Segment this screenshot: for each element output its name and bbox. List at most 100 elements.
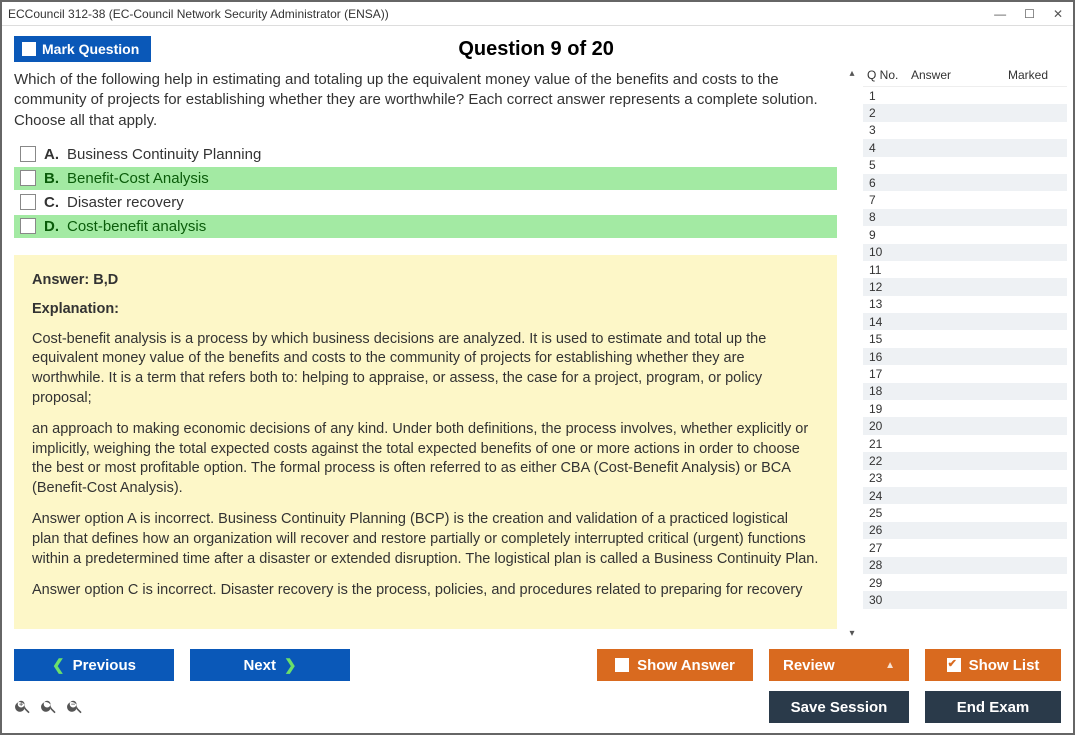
zoom-out-icon[interactable] — [66, 697, 84, 718]
question-list-row[interactable]: 25 — [863, 504, 1067, 521]
window-title: ECCouncil 312-38 (EC-Council Network Sec… — [8, 7, 389, 21]
app-window: ECCouncil 312-38 (EC-Council Network Sec… — [0, 0, 1075, 735]
question-text: Which of the following help in estimatin… — [14, 66, 837, 143]
option-checkbox-icon — [20, 146, 36, 162]
save-session-label: Save Session — [791, 699, 888, 716]
option-letter: C. — [44, 194, 59, 211]
option-row-c[interactable]: C. Disaster recovery — [14, 191, 837, 215]
dropdown-icon: ▲ — [885, 660, 895, 671]
explanation-paragraph: Answer option A is incorrect. Business C… — [32, 510, 819, 569]
show-answer-checkbox-icon — [615, 658, 629, 672]
question-list-row[interactable]: 19 — [863, 400, 1067, 417]
options-list: A.Business Continuity PlanningB.Benefit-… — [14, 143, 837, 239]
option-row-a[interactable]: A.Business Continuity Planning — [14, 143, 837, 167]
mark-question-button[interactable]: Mark Question — [14, 36, 151, 62]
option-letter: B. — [44, 170, 59, 187]
question-list-scroll[interactable]: 1234567891011121314151617181920212223242… — [863, 86, 1067, 641]
col-qno: Q No. — [867, 68, 911, 82]
next-button[interactable]: Next ❯ — [190, 649, 350, 681]
question-list-row[interactable]: 12 — [863, 278, 1067, 295]
scroll-down-icon[interactable]: ▾ — [849, 628, 854, 639]
question-number-title: Question 9 of 20 — [151, 38, 921, 61]
question-list-row[interactable]: 8 — [863, 209, 1067, 226]
col-marked: Marked — [989, 68, 1067, 82]
question-list-row[interactable]: 23 — [863, 470, 1067, 487]
content-column: Which of the following help in estimatin… — [14, 66, 843, 641]
question-list-row[interactable]: 5 — [863, 157, 1067, 174]
next-label: Next — [243, 657, 276, 674]
question-list-row[interactable]: 1 — [863, 87, 1067, 104]
explanation-body: Cost-benefit analysis is a process by wh… — [32, 330, 819, 601]
question-list-row[interactable]: 6 — [863, 174, 1067, 191]
question-list-row[interactable]: 26 — [863, 522, 1067, 539]
content-scrollbar-arrows: ▴ ▾ — [843, 66, 861, 641]
option-text: Disaster recovery — [67, 194, 184, 211]
option-row-d[interactable]: D. Cost-benefit analysis — [14, 215, 837, 239]
chevron-right-icon: ❯ — [284, 656, 297, 674]
maximize-icon[interactable]: ☐ — [1024, 7, 1035, 21]
review-button[interactable]: Review ▲ — [769, 649, 909, 681]
question-list-row[interactable]: 29 — [863, 574, 1067, 591]
question-list-header: Q No. Answer Marked — [863, 66, 1067, 86]
zoom-reset-icon[interactable] — [40, 697, 58, 718]
bottom-bar: ❮ Previous Next ❯ Show Answer Review ▲ S… — [2, 641, 1073, 733]
button-row-2: Save Session End Exam — [14, 691, 1061, 723]
end-exam-label: End Exam — [957, 699, 1030, 716]
zoom-in-icon[interactable] — [14, 697, 32, 718]
option-text: Business Continuity Planning — [67, 146, 261, 163]
header-row: Mark Question Question 9 of 20 — [2, 26, 1073, 66]
explanation-paragraph: Cost-benefit analysis is a process by wh… — [32, 330, 819, 408]
mark-label: Mark Question — [42, 41, 139, 57]
question-list-row[interactable]: 24 — [863, 487, 1067, 504]
question-list-row[interactable]: 27 — [863, 539, 1067, 556]
main-area: Which of the following help in estimatin… — [2, 66, 1073, 641]
question-list-row[interactable]: 28 — [863, 557, 1067, 574]
scroll-up-icon[interactable]: ▴ — [849, 68, 854, 79]
question-list-row[interactable]: 18 — [863, 383, 1067, 400]
explanation-label: Explanation: — [32, 300, 819, 320]
question-list-row[interactable]: 21 — [863, 435, 1067, 452]
close-icon[interactable]: ✕ — [1053, 7, 1063, 21]
option-text: Cost-benefit analysis — [67, 218, 206, 235]
show-list-label: Show List — [969, 657, 1040, 674]
answer-panel: Answer: B,D Explanation: Cost-benefit an… — [14, 255, 837, 629]
title-bar: ECCouncil 312-38 (EC-Council Network Sec… — [2, 2, 1073, 26]
question-list-panel: Q No. Answer Marked 12345678910111213141… — [863, 66, 1067, 641]
question-list-row[interactable]: 20 — [863, 417, 1067, 434]
question-list-row[interactable]: 16 — [863, 348, 1067, 365]
zoom-controls — [14, 697, 84, 718]
previous-label: Previous — [73, 657, 136, 674]
question-list-row[interactable]: 10 — [863, 244, 1067, 261]
content-scroll[interactable]: Which of the following help in estimatin… — [14, 66, 843, 641]
col-answer: Answer — [911, 68, 989, 82]
option-checkbox-icon — [20, 218, 36, 234]
show-answer-button[interactable]: Show Answer — [597, 649, 753, 681]
explanation-paragraph: an approach to making economic decisions… — [32, 420, 819, 498]
question-list-row[interactable]: 30 — [863, 591, 1067, 608]
question-list-row[interactable]: 22 — [863, 452, 1067, 469]
question-list-row[interactable]: 3 — [863, 122, 1067, 139]
end-exam-button[interactable]: End Exam — [925, 691, 1061, 723]
show-list-button[interactable]: Show List — [925, 649, 1061, 681]
question-list-row[interactable]: 4 — [863, 139, 1067, 156]
minimize-icon[interactable]: — — [994, 7, 1006, 21]
review-label: Review — [783, 657, 835, 674]
previous-button[interactable]: ❮ Previous — [14, 649, 174, 681]
question-list-row[interactable]: 9 — [863, 226, 1067, 243]
question-list-row[interactable]: 13 — [863, 296, 1067, 313]
question-list-row[interactable]: 14 — [863, 313, 1067, 330]
question-list-row[interactable]: 2 — [863, 104, 1067, 121]
chevron-left-icon: ❮ — [52, 656, 65, 674]
option-letter: D. — [44, 218, 59, 235]
question-list-row[interactable]: 15 — [863, 330, 1067, 347]
option-checkbox-icon — [20, 170, 36, 186]
button-row-1: ❮ Previous Next ❯ Show Answer Review ▲ S… — [14, 649, 1061, 681]
save-session-button[interactable]: Save Session — [769, 691, 909, 723]
question-list-row[interactable]: 17 — [863, 365, 1067, 382]
question-list-row[interactable]: 7 — [863, 191, 1067, 208]
answer-heading: Answer: B,D — [32, 271, 819, 291]
option-row-b[interactable]: B.Benefit-Cost Analysis — [14, 167, 837, 191]
show-list-checkbox-icon — [947, 658, 961, 672]
question-list-row[interactable]: 11 — [863, 261, 1067, 278]
window-controls: — ☐ ✕ — [994, 7, 1067, 21]
